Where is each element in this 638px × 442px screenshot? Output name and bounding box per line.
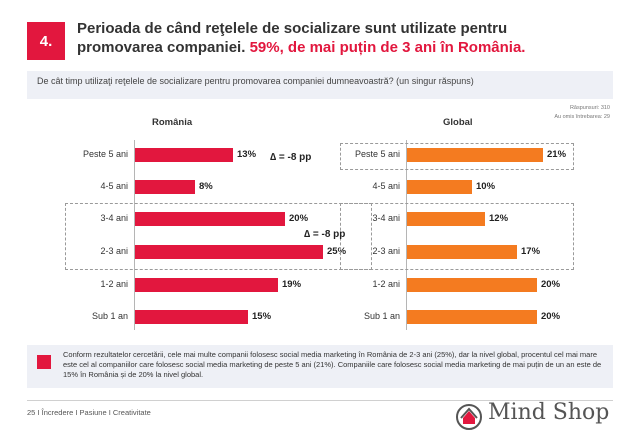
bar-global [407, 245, 517, 259]
bar-global [407, 310, 537, 324]
highlight-box-romania-lower [65, 203, 372, 270]
category-label-romania: 3-4 ani [100, 213, 128, 223]
bar-global [407, 180, 472, 194]
value-label-romania: 8% [199, 181, 213, 192]
value-label-global: 20% [541, 279, 561, 290]
bar-global [407, 148, 543, 162]
bar-romania [135, 180, 195, 194]
value-label-global: 20% [541, 311, 561, 322]
bar-romania [135, 278, 278, 292]
bar-romania [135, 310, 248, 324]
category-label-global: 2-3 ani [372, 246, 400, 256]
highlight-box-global-top [340, 143, 574, 170]
slide-title: Perioada de când reţelele de socializare… [77, 19, 597, 57]
footer: 25 I Încredere I Pasiune I Creativitate [27, 408, 151, 417]
chart-title-romania: România [152, 117, 193, 128]
value-label-romania: 19% [282, 279, 302, 290]
axis-global [406, 140, 407, 330]
value-label-global: 10% [476, 181, 496, 192]
bar-romania [135, 148, 233, 162]
footer-divider [27, 400, 613, 401]
axis-romania [134, 140, 135, 330]
title-highlight: 59%, de mai puțin de 3 ani în România. [249, 39, 526, 56]
value-label-romania: 15% [252, 311, 272, 322]
conclusion-box: Conform rezultatelor cercetării, cele ma… [27, 345, 613, 388]
delta-annotation-top: ∆ = -8 pp [270, 152, 312, 163]
footer-tagline: I Încredere I Pasiune I Creativitate [37, 408, 151, 417]
value-label-global: 17% [521, 246, 541, 257]
value-label-romania: 13% [237, 149, 257, 160]
value-label-romania: 25% [327, 246, 347, 257]
category-label-global: Peste 5 ani [354, 149, 400, 159]
title-main: Perioada de când reţelele de socializare… [77, 20, 508, 56]
category-label-global: Sub 1 an [363, 311, 400, 321]
category-label-romania: Peste 5 ani [82, 149, 128, 159]
category-label-global: 3-4 ani [372, 213, 400, 223]
slide-number-badge: 4. [27, 22, 65, 60]
survey-question: De cât timp utilizaţi reţelele de social… [27, 71, 613, 99]
bar-global [407, 212, 485, 226]
value-label-global: 21% [547, 149, 567, 160]
category-label-romania: 2-3 ani [100, 246, 128, 256]
value-label-global: 12% [489, 213, 509, 224]
delta-annotation-lower: ∆ = -8 pp [304, 229, 346, 240]
category-label-global: 1-2 ani [372, 279, 400, 289]
skipped-count: Au omis întrebarea: 29 [554, 114, 610, 120]
bar-romania [135, 245, 323, 259]
conclusion-marker [37, 355, 51, 369]
value-label-romania: 20% [289, 213, 309, 224]
category-label-romania: 1-2 ani [100, 279, 128, 289]
highlight-box-global-lower [340, 203, 574, 270]
bar-global [407, 278, 537, 292]
category-label-romania: Sub 1 an [91, 311, 128, 321]
conclusion-text: Conform rezultatelor cercetării, cele ma… [63, 350, 602, 379]
brand-name: Mind Shop [488, 400, 610, 425]
page-number: 25 [27, 408, 36, 417]
mindshop-logo-icon [456, 404, 482, 430]
response-meta: Răspunsuri: 310 Au omis întrebarea: 29 [554, 104, 610, 122]
category-label-romania: 4-5 ani [100, 181, 128, 191]
responses-count: Răspunsuri: 310 [569, 105, 610, 111]
category-label-global: 4-5 ani [372, 181, 400, 191]
bar-romania [135, 212, 285, 226]
chart-title-global: Global [443, 117, 473, 128]
